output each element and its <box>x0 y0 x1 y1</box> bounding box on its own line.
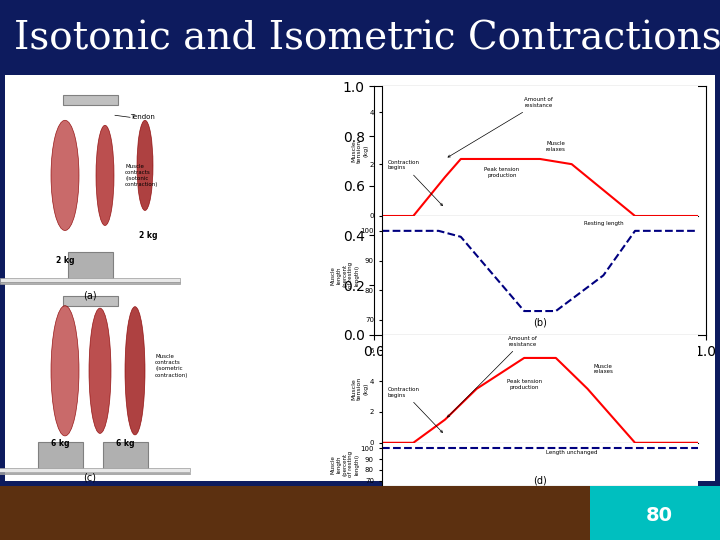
Y-axis label: Muscle
tension
(kg): Muscle tension (kg) <box>351 377 368 401</box>
Bar <box>0 472 190 474</box>
Bar <box>0 278 180 281</box>
X-axis label: ← Time →: ← Time → <box>523 338 557 343</box>
Text: Tendon: Tendon <box>130 114 155 120</box>
Text: Muscle
relaxes: Muscle relaxes <box>546 141 566 152</box>
Text: Amount of
resistance: Amount of resistance <box>447 336 537 417</box>
Text: Muscle
relaxes: Muscle relaxes <box>593 363 613 374</box>
Text: Contraction
begins: Contraction begins <box>388 159 443 206</box>
Ellipse shape <box>137 120 153 211</box>
Text: Contraction
begins: Contraction begins <box>388 387 443 433</box>
Text: Length unchanged: Length unchanged <box>546 450 598 455</box>
Text: Peak tension
production: Peak tension production <box>507 379 541 390</box>
Bar <box>63 295 117 306</box>
Text: (c): (c) <box>84 473 96 483</box>
Text: 80: 80 <box>645 506 672 525</box>
Bar <box>68 252 112 280</box>
Text: Resting length: Resting length <box>583 221 624 226</box>
Text: (b): (b) <box>533 318 547 328</box>
Ellipse shape <box>51 120 79 231</box>
Ellipse shape <box>96 125 114 226</box>
Text: Muscle
contracts
(isometric
contraction): Muscle contracts (isometric contraction) <box>155 354 189 377</box>
Text: Isotonic and Isometric Contractions: Isotonic and Isometric Contractions <box>14 20 720 57</box>
Text: 6 kg: 6 kg <box>116 440 134 448</box>
Bar <box>102 442 148 470</box>
Y-axis label: Muscle
length
(percent
of resting
lengthi): Muscle length (percent of resting length… <box>331 451 359 477</box>
Text: Peak tension
production: Peak tension production <box>485 167 520 178</box>
Bar <box>63 95 117 105</box>
Text: 6 kg: 6 kg <box>50 440 69 448</box>
Ellipse shape <box>125 307 145 435</box>
Text: Amount of
resistance: Amount of resistance <box>448 97 553 157</box>
Bar <box>0 282 180 284</box>
Text: (d): (d) <box>533 476 547 486</box>
X-axis label: ← Time →: ← Time → <box>523 489 557 495</box>
Text: (a): (a) <box>84 291 96 301</box>
Bar <box>0 486 590 540</box>
Text: Muscle
contracts
(isotonic
contraction): Muscle contracts (isotonic contraction) <box>125 164 158 187</box>
Ellipse shape <box>51 306 79 436</box>
Text: 2 kg: 2 kg <box>139 231 157 240</box>
Bar <box>0 468 190 472</box>
Bar <box>590 486 720 540</box>
Text: 2 kg: 2 kg <box>55 256 74 265</box>
Y-axis label: Muscle
tension
(kg): Muscle tension (kg) <box>351 139 368 163</box>
Ellipse shape <box>89 308 111 434</box>
Bar <box>37 442 83 470</box>
Y-axis label: Muscle
length
(percent
of resting
lengthi): Muscle length (percent of resting length… <box>331 262 359 288</box>
